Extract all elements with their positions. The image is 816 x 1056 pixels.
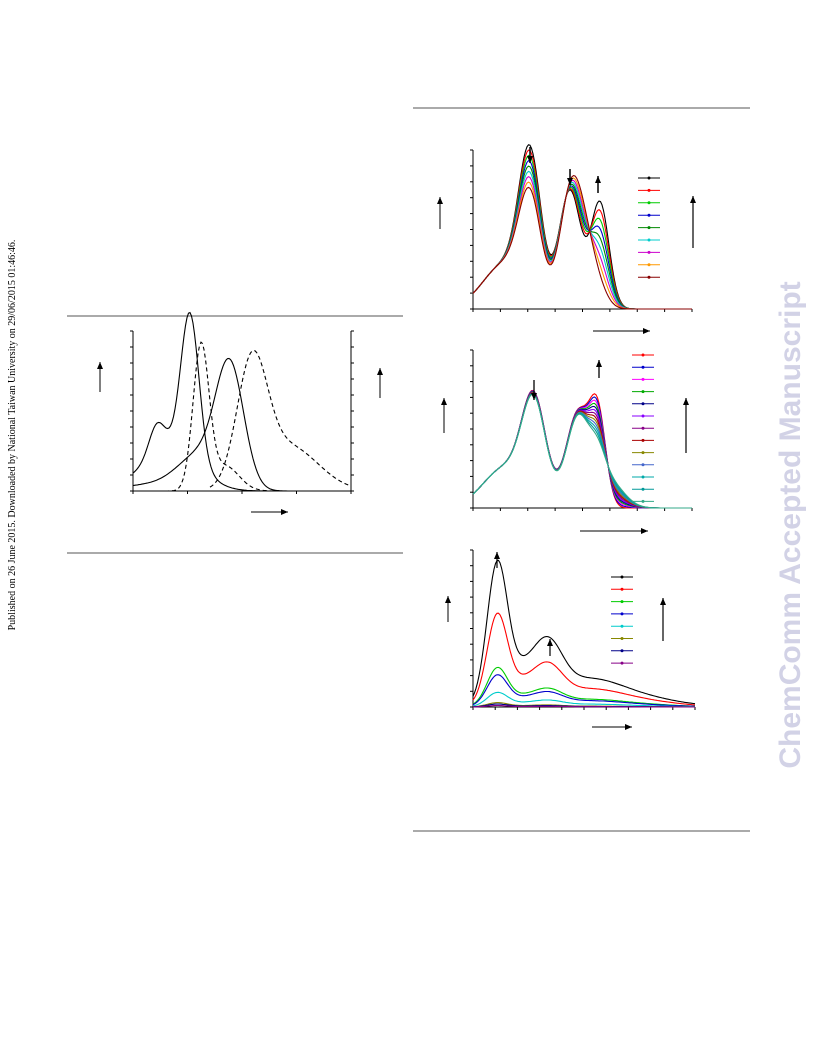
arrow-head [97,362,103,369]
legend-dot [641,402,645,406]
arrow-head [441,398,447,405]
legend-dot [641,377,645,381]
spectrum-curve [472,165,692,310]
arrow-head [281,509,288,515]
legend-dot [647,275,651,279]
arrow-head [437,197,443,204]
arrow-head [660,598,666,605]
legend-dot [647,213,651,217]
arrow-head [547,639,553,646]
arrow-head [494,552,500,559]
legend-dot [620,661,624,665]
arrow-head [377,368,383,375]
legend-dot [620,649,624,653]
axis-frame [472,550,695,708]
spectrum-curve [472,559,696,705]
arrow-head [595,176,601,183]
legend-dot [641,426,645,430]
spectrum-curve [472,391,692,509]
arrow-head [683,398,689,405]
rules [67,107,750,832]
legend-dot [620,624,624,628]
legend-dot [641,451,645,455]
legend-dot [620,612,624,616]
legend-dot [620,575,624,579]
legend-dot [641,414,645,418]
arrow-head [596,360,602,367]
spectrum-curve [472,666,695,707]
legend-dot [641,487,645,491]
legend-dot [641,390,645,394]
legend-dot [641,463,645,467]
legend-dot [620,600,624,604]
arrow-head [641,528,648,534]
legend-dot [641,438,645,442]
arrow-head [527,156,533,163]
legend-dot [647,201,651,205]
watermark: ChemComm Accepted Manuscript [774,281,807,768]
sidebar-note: Published on 26 June 2015. Downloaded by… [7,240,18,631]
spectrum-curve [472,393,692,509]
legend-dot [647,176,651,180]
spectrum-curve [472,612,696,706]
legend-dot [620,587,624,591]
arrow-head [567,178,573,185]
legend-dot [647,238,651,242]
arrow-head [625,724,632,730]
axis-frame [472,350,692,509]
spectrum-curve [473,704,695,708]
arrow-head [531,393,537,400]
legend-dot [641,475,645,479]
arrow-head [643,328,650,334]
axis-frame [132,331,352,492]
legend-dot [647,250,651,254]
spectrum-curve [472,691,695,708]
legend-dot [620,637,624,640]
spectrum-curve [472,175,692,310]
spectrum-curve [472,674,696,707]
legend-dot [641,365,645,369]
spectrum-curve [472,160,692,310]
legend-dot [647,226,651,230]
legend-dot [641,353,645,357]
legend-dot [647,188,651,192]
arrow-head [445,596,451,603]
spectrum-curve [165,341,351,492]
legend-dot [647,263,651,267]
legend-dot [641,499,645,503]
spectrum-curve [209,349,352,488]
arrow-head [690,196,696,203]
spectrum-curve [132,357,351,492]
